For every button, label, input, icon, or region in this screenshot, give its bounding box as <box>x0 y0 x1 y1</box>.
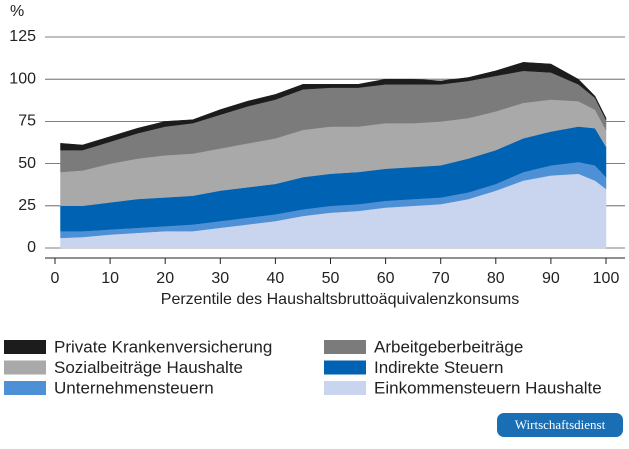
x-tick-label: 90 <box>542 270 560 287</box>
y-tick-label: 0 <box>27 239 36 256</box>
x-tick-label: 60 <box>377 270 395 287</box>
legend-label: Indirekte Steuern <box>374 358 503 377</box>
x-tick-label: 80 <box>487 270 505 287</box>
area <box>60 62 607 151</box>
badge-box <box>497 413 623 437</box>
y-tick-label: 125 <box>9 28 36 45</box>
x-tick-label: 0 <box>51 270 60 287</box>
y-tick-label: 75 <box>18 113 36 130</box>
legend-swatch <box>4 360 46 375</box>
y-tick-label: 100 <box>9 70 36 87</box>
legend-swatch <box>324 360 366 375</box>
legend-label: Arbeitgeberbeiträge <box>374 337 523 356</box>
x-tick-label: 40 <box>267 270 285 287</box>
x-tick-label: 70 <box>432 270 450 287</box>
legend-swatch <box>4 340 46 354</box>
areas <box>60 62 607 249</box>
legend-swatch <box>324 340 366 354</box>
legend-label: Sozialbeiträge Haushalte <box>54 358 243 377</box>
x-tick-label: 20 <box>156 270 174 287</box>
badge: Wirtschaftsdienst <box>515 417 606 432</box>
x-tick-label: 10 <box>101 270 119 287</box>
legend-label: Unternehmensteuern <box>54 378 214 397</box>
legend-label: Einkommensteuern Haushalte <box>374 378 602 397</box>
y-unit: % <box>10 3 24 20</box>
y-tick-label: 50 <box>18 155 36 172</box>
legend-label: Private Krankenversicherung <box>54 337 272 356</box>
x-tick-label: 100 <box>593 270 620 287</box>
x-axis-title: Perzentile des Haushaltsbruttoäquivalenz… <box>161 291 519 308</box>
y-tick-label: 25 <box>18 197 36 214</box>
legend-swatch <box>4 381 46 395</box>
legend-swatch <box>324 381 366 395</box>
x-tick-label: 30 <box>211 270 229 287</box>
x-tick-label: 50 <box>322 270 340 287</box>
